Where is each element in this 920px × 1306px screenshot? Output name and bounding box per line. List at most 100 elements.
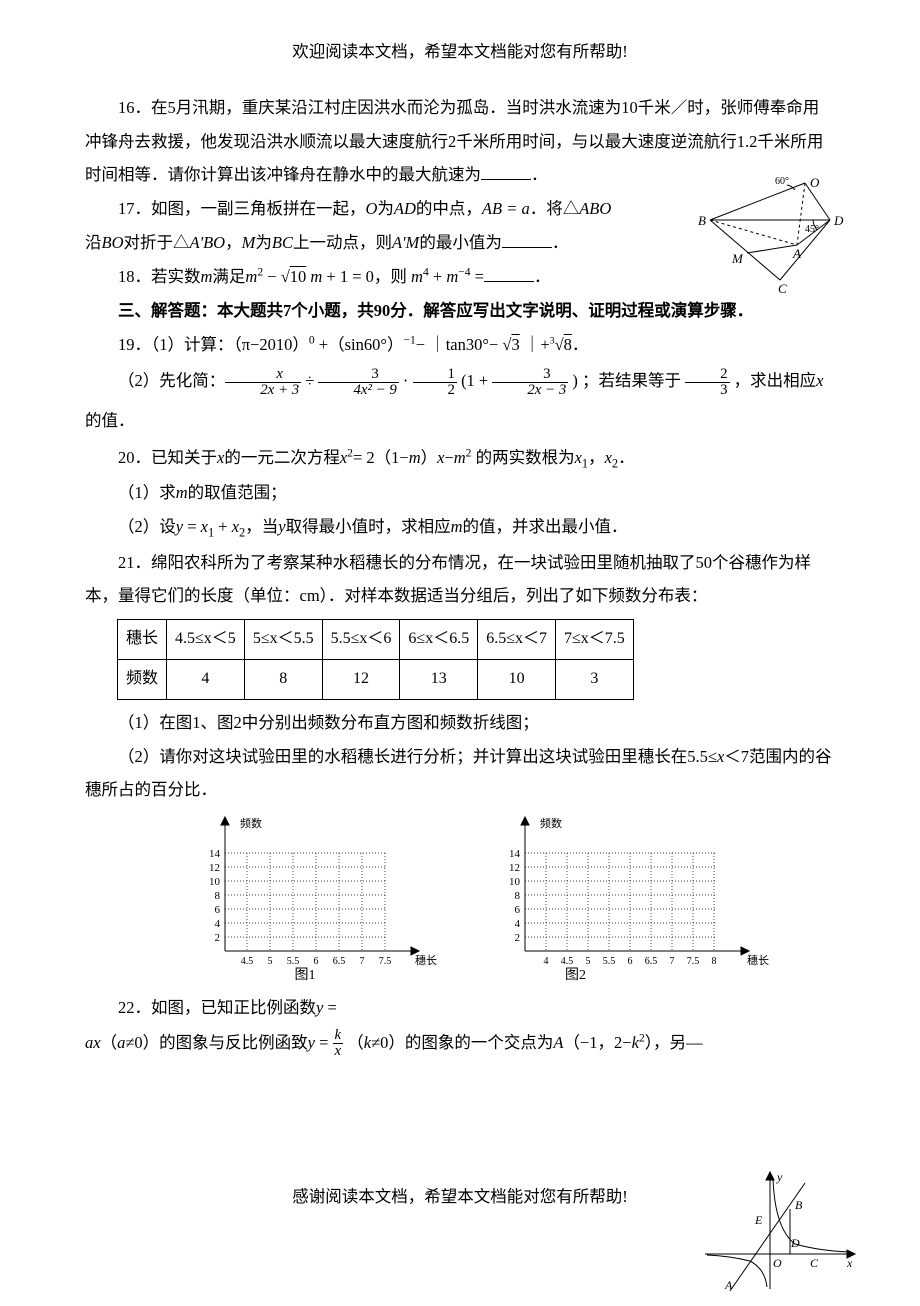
cell-4: 10 [478,660,556,700]
q17-l2e: 上一动点，则 [293,233,392,252]
section3-heading: 三、解答题：本大题共7个小题，共90分．解答应写出文字说明、证明过程或演算步骤． [85,294,835,328]
c2-caption: 图2 [565,968,586,981]
f1n: x [225,367,301,382]
yt2: 6 [215,904,221,916]
f2n: 3 [318,367,398,382]
x25: 6.5 [645,956,658,967]
q20-t1: 已知关于 [151,448,217,467]
q17-p1c: 的中点， [416,199,482,218]
q17-figure: O B D C M A 60° 45° [695,175,850,295]
f4n: 3 [492,367,568,382]
q19-sqrt3: 3 [511,335,519,354]
y21: 4 [515,918,521,930]
q17-ABa: AB = a [482,199,530,218]
f5n: 2 [685,367,729,382]
q17-p1a: 如图，一副三角板拼在一起， [151,199,366,218]
q16-blank [481,163,531,181]
q18-t4: = [471,267,484,286]
c2-xlabel: 穗长 [747,954,769,967]
q20-s2b: = [183,517,201,536]
chart1-wrap: 2 4 6 8 10 12 14 4.5 5 5.5 6 6.5 7 7.5 [185,811,445,985]
pt-A: A [792,246,801,261]
q18-p1: + 1 = 0 [322,267,374,286]
hdr-c2: 5.5≤x＜6 [322,620,400,660]
q19-p1: 19．（1）计算：（π−2010）0 +（sin60°）−1− ｜tan30°−… [85,328,835,362]
q17-svg: O B D C M A 60° 45° [695,175,850,295]
ptC: C [810,1256,819,1270]
ax-O: O [773,1256,782,1270]
q19-p2c: ，求出相应 [734,371,817,390]
x26: 7 [670,956,675,967]
q19-pl: (1 + [461,371,488,390]
hdr-c0: 4.5≤x＜5 [167,620,245,660]
table-row: 穗长 4.5≤x＜5 5≤x＜5.5 5.5≤x＜6 6≤x＜6.5 6.5≤x… [118,620,634,660]
q19-dot: · [403,371,409,390]
q17-A1M: A'M [392,233,419,252]
f2: 34x² − 9 [318,367,398,398]
xt4: 6.5 [333,956,346,967]
q21-t1: 21．绵阳农科所为了考察某种水稻穗长的分布情况，在一块试验田里随机抽取了50个谷… [85,546,835,614]
q19-p2a: （2）先化简： [118,371,225,390]
hdr-c5: 7≤x＜7.5 [556,620,634,660]
xt5: 7 [360,956,365,967]
q19-cbrt3: 3 [550,335,555,346]
q18-t5: ． [534,267,551,286]
f5d: 3 [685,382,729,398]
cell-5: 3 [556,660,634,700]
yt5: 12 [209,862,220,874]
c2-ylabel: 频数 [540,816,562,830]
q17-AD: AD [394,199,416,218]
q20-l1: 20．已知关于x的一元二次方程x2= 2（1−m）x−m2 的两实数根为x1，x… [85,441,835,477]
q19-p2b: ；若结果等于 [582,371,681,390]
q17-l2f: 的最小值为 [419,233,502,252]
q20-s2: （2）设y = x1 + x2，当y取得最小值时，求相应m的值，并求出最小值． [85,510,835,546]
q17-label: 17． [118,199,151,218]
f4: 32x − 3 [492,367,568,398]
f3: 12 [413,367,457,398]
q22-ax: ax [85,1033,101,1052]
q20-x22: x [605,448,612,467]
q19-p1a: （1）计算：（π−2010） [151,335,309,354]
q22-ne0: ≠0）的图象与反比例函致 [125,1033,307,1052]
q17-l2a: 沿 [85,233,102,252]
q18-label: 18． [118,267,151,286]
q22-pa: （ [101,1033,118,1052]
q16-text-1: 在5月汛期，重庆某沿江村庄因洪水而沦为孤岛．当时洪水流速为10千米／时，张师傅奉… [85,98,823,185]
q17-blank [502,231,552,249]
page: 欢迎阅读本文档，希望本文档能对您有所帮助! 16．在5月汛期，重庆某沿江村庄因洪… [0,0,920,1302]
q20-s1b: 的取值范围； [188,483,287,502]
y20: 2 [515,932,521,944]
q20-eqd: − [444,448,453,467]
cell-2: 12 [322,660,400,700]
q18-en4: −4 [458,266,470,278]
freq-table: 穗长 4.5≤x＜5 5≤x＜5.5 5.5≤x＜6 6≤x＜6.5 6.5≤x… [117,619,634,700]
q20-y2: y [278,517,285,536]
x22: 5 [586,956,591,967]
x24: 6 [628,956,633,967]
q21-s2: （2）请你对这块试验田里的水稻穗长进行分析；并计算出这块试验田里穗长在5.5≤x… [85,740,835,808]
hdr-c1: 5≤x＜5.5 [244,620,322,660]
q19-div: ÷ [305,371,314,390]
y24: 10 [509,876,521,888]
q20-eqc: ） [421,448,438,467]
q20-c: ， [588,448,605,467]
q22-cd: （−1，2− [563,1033,631,1052]
q20-s2c: ，当 [245,517,278,536]
q18-t1: 若实数 [151,267,201,286]
hdr-label: 穗长 [118,620,167,660]
q19-p1d: ｜+ [520,335,550,354]
page-footer: 感谢阅读本文档，希望本文档能对您有所帮助! [0,1180,920,1214]
f4d: 2x − 3 [492,382,568,398]
angle-45: 45° [805,224,819,235]
q17-l2c: ， [225,233,242,252]
q18-t3: ，则 [374,267,411,286]
f5: 23 [685,367,729,398]
q19-label: 19． [118,335,151,354]
c1-xlabel: 穗长 [415,954,437,967]
yt3: 8 [215,890,221,902]
q20-label: 20． [118,448,151,467]
q18-blank [484,264,534,282]
q19-p2: （2）先化简：x2x + 3 ÷ 34x² − 9 · 12 (1 + 32x … [85,361,835,440]
ptA: A [724,1278,733,1292]
q18-m2: m [245,267,257,286]
